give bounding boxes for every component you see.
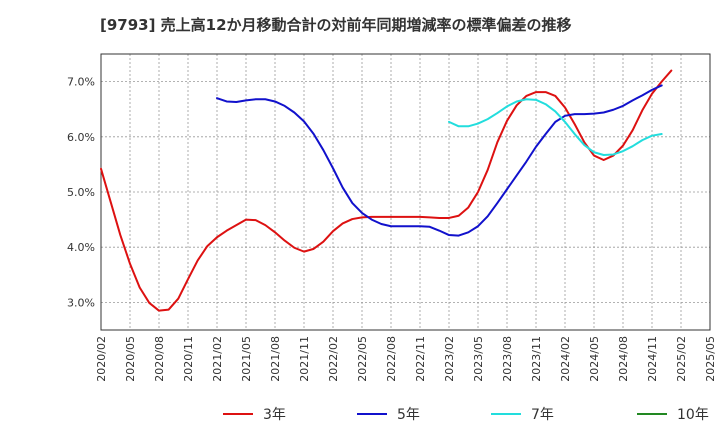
y-tick-label: 6.0% [67,131,95,144]
x-tick-label: 2022/11 [414,336,427,382]
series-line-7年 [448,98,663,157]
x-tick-label: 2021/08 [269,336,282,382]
legend-label: 10年 [677,407,709,423]
x-tick-label: 2023/02 [443,336,456,382]
x-tick-label: 2021/02 [211,336,224,382]
series-line-3年 [100,69,673,312]
legend-label: 7年 [531,407,554,423]
legend-item: 5年 [357,407,420,423]
x-tick-label: 2021/05 [240,336,253,382]
plot-frame [100,53,711,331]
x-tick-label: 2024/08 [617,336,630,382]
x-tick-label: 2025/05 [704,336,717,382]
x-tick-label: 2022/05 [356,336,369,382]
x-tick-label: 2020/02 [95,336,108,382]
y-tick-label: 3.0% [67,296,95,309]
x-tick-label: 2020/05 [124,336,137,382]
x-tick-label: 2024/11 [646,336,659,382]
legend-label: 5年 [397,407,420,423]
x-tick-label: 2025/02 [675,336,688,382]
y-tick-label: 5.0% [67,186,95,199]
x-tick-label: 2020/11 [182,336,195,382]
series-line-5年 [216,84,663,237]
legend-label: 3年 [263,407,286,423]
x-tick-label: 2023/11 [530,336,543,382]
x-tick-label: 2024/05 [588,336,601,382]
legend-item: 3年 [223,407,286,423]
legend-item: 10年 [637,407,709,423]
x-tick-label: 2022/08 [385,336,398,382]
x-tick-label: 2024/02 [559,336,572,382]
x-tick-label: 2022/02 [327,336,340,382]
y-tick-label: 4.0% [67,241,95,254]
legend-item: 7年 [491,407,554,423]
x-tick-label: 2023/08 [501,336,514,382]
x-tick-label: 2023/05 [472,336,485,382]
x-tick-label: 2021/11 [298,336,311,382]
y-tick-label: 7.0% [67,76,95,89]
chart-title: [9793] 売上高12か月移動合計の対前年同期増減率の標準偏差の推移 [100,16,572,34]
x-tick-label: 2020/08 [153,336,166,382]
